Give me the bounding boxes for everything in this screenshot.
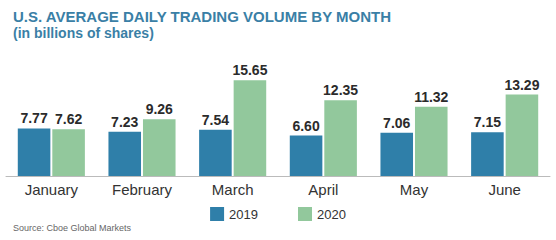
svg-text:7.15: 7.15 <box>474 114 501 130</box>
svg-text:Source: Cboe Global Markets: Source: Cboe Global Markets <box>13 223 132 233</box>
svg-text:6.60: 6.60 <box>292 118 319 134</box>
svg-text:May: May <box>400 181 429 198</box>
svg-text:7.23: 7.23 <box>111 114 138 130</box>
svg-text:U.S. AVERAGE DAILY TRADING VOL: U.S. AVERAGE DAILY TRADING VOLUME BY MON… <box>13 8 391 25</box>
svg-text:April: April <box>308 181 338 198</box>
svg-text:2019: 2019 <box>229 207 258 222</box>
svg-text:January: January <box>25 181 79 198</box>
svg-text:February: February <box>112 181 173 198</box>
svg-text:15.65: 15.65 <box>232 62 267 78</box>
svg-text:12.35: 12.35 <box>323 82 358 98</box>
svg-text:March: March <box>212 181 254 198</box>
svg-text:7.06: 7.06 <box>383 115 410 131</box>
svg-text:7.77: 7.77 <box>20 110 47 126</box>
svg-text:13.29: 13.29 <box>504 77 539 93</box>
svg-text:7.62: 7.62 <box>55 111 82 127</box>
svg-text:2020: 2020 <box>317 207 346 222</box>
svg-text:June: June <box>488 181 521 198</box>
svg-text:(in billions of shares): (in billions of shares) <box>13 25 154 41</box>
svg-text:11.32: 11.32 <box>414 89 448 105</box>
svg-text:9.26: 9.26 <box>146 101 173 117</box>
svg-text:7.54: 7.54 <box>202 112 229 128</box>
